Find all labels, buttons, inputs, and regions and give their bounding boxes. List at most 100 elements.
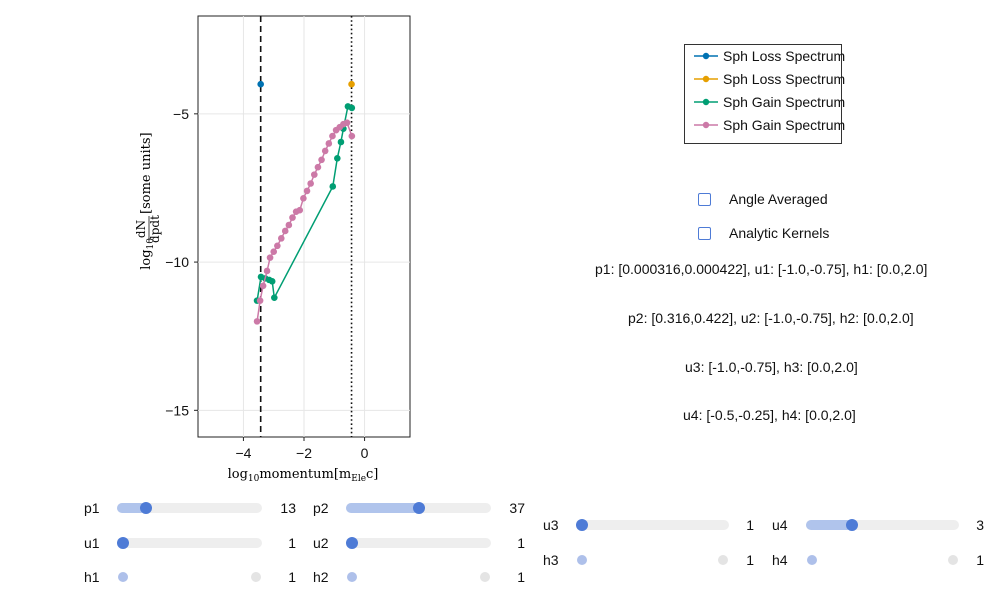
data-point <box>266 254 274 261</box>
slider-fill <box>346 503 419 513</box>
data-point <box>348 132 356 140</box>
data-point <box>348 80 355 88</box>
slider-fill <box>806 520 852 530</box>
legend-label: Sph Gain Spectrum <box>723 94 846 110</box>
data-point <box>321 147 329 155</box>
data-point <box>307 180 314 187</box>
legend-marker-icon <box>694 121 718 129</box>
data-point <box>274 242 281 250</box>
slider-h3-value: 1 <box>746 552 754 568</box>
slider-h4-label: h4 <box>772 552 788 568</box>
data-point <box>334 155 341 162</box>
slider-handle[interactable] <box>577 555 587 565</box>
reference-lines <box>259 16 353 437</box>
tick-labels: −4 −2 0 −15 −10 −5 <box>165 106 368 461</box>
slider-handle[interactable] <box>807 555 817 565</box>
legend-marker-icon <box>694 52 718 60</box>
slider-u4[interactable] <box>806 519 959 531</box>
slider-p2-value: 37 <box>509 500 525 516</box>
data-point <box>348 104 356 112</box>
slider-h1-label: h1 <box>84 569 100 585</box>
slider-u1-label: u1 <box>84 535 100 551</box>
y-tick-label: −10 <box>165 254 189 270</box>
data-point <box>270 248 278 256</box>
data-point <box>343 119 351 127</box>
legend-item-loss-blue: Sph Loss Spectrum <box>693 45 845 67</box>
checkbox-icon[interactable] <box>698 192 711 206</box>
slider-handle[interactable] <box>845 519 858 531</box>
slider-p2-label: p2 <box>313 500 329 516</box>
data-series <box>253 80 356 325</box>
svg-text:dpdt: dpdt <box>148 215 162 243</box>
data-point <box>329 132 336 140</box>
y-axis-label: log10 dN dpdt [some units] <box>134 132 162 269</box>
slider-end-dot <box>251 572 261 582</box>
slider-handle[interactable] <box>117 537 129 549</box>
data-point <box>277 235 285 242</box>
slider-u1[interactable] <box>117 537 262 549</box>
slider-u4-label: u4 <box>772 517 788 533</box>
slider-h4[interactable] <box>806 555 959 565</box>
data-point <box>259 282 267 290</box>
slider-h2[interactable] <box>346 572 491 582</box>
legend-label: Sph Loss Spectrum <box>723 71 846 87</box>
slider-handle[interactable] <box>118 572 128 582</box>
legend-item-gain-green: Sph Gain Spectrum <box>693 91 845 113</box>
data-point <box>281 227 289 235</box>
angle-averaged-checkbox[interactable]: Angle Averaged <box>698 191 828 207</box>
legend-label: Sph Gain Spectrum <box>723 117 846 133</box>
slider-h3[interactable] <box>576 555 729 565</box>
slider-handle[interactable] <box>576 519 588 531</box>
slider-end-dot <box>480 572 490 582</box>
grid-lines <box>198 16 410 437</box>
slider-handle[interactable] <box>140 502 152 514</box>
slider-u3[interactable] <box>576 519 729 531</box>
slider-h2-label: h2 <box>313 569 329 585</box>
data-point <box>263 267 271 275</box>
slider-handle[interactable] <box>412 502 425 514</box>
data-point <box>318 156 325 164</box>
data-point <box>256 297 264 304</box>
slider-p1[interactable] <box>117 502 262 514</box>
slider-h1[interactable] <box>117 572 262 582</box>
analytic-kernels-label: Analytic Kernels <box>729 225 830 241</box>
info-line-2: p2: [0.316,0.422], u2: [-1.0,-0.75], h2:… <box>628 310 914 326</box>
angle-averaged-label: Angle Averaged <box>729 191 828 207</box>
data-point <box>303 187 311 195</box>
slider-h4-value: 1 <box>976 552 984 568</box>
analytic-kernels-checkbox[interactable]: Analytic Kernels <box>698 225 829 241</box>
slider-u2[interactable] <box>346 537 491 549</box>
slider-u3-label: u3 <box>543 517 559 533</box>
data-point <box>314 163 322 171</box>
legend-marker-icon <box>694 75 718 83</box>
data-point <box>271 294 278 301</box>
data-point <box>329 183 337 190</box>
slider-p2[interactable] <box>346 502 491 514</box>
slider-p1-value: 13 <box>280 500 296 516</box>
slider-u2-value: 1 <box>517 535 525 551</box>
slider-handle[interactable] <box>346 537 358 549</box>
y-tick-label: −15 <box>165 402 189 418</box>
data-point <box>325 140 333 147</box>
data-point <box>257 80 264 88</box>
slider-h3-label: h3 <box>543 552 559 568</box>
legend-item-loss-orange: Sph Loss Spectrum <box>693 68 845 90</box>
x-tick-label: 0 <box>361 445 369 461</box>
x-tick-label: −4 <box>235 445 251 461</box>
slider-h1-value: 1 <box>288 569 296 585</box>
series-1 <box>348 80 355 88</box>
slider-fill <box>117 503 146 513</box>
legend-marker-icon <box>694 98 718 106</box>
info-line-4: u4: [-0.5,-0.25], h4: [0.0,2.0] <box>683 407 856 423</box>
y-tick-label: −5 <box>173 106 189 122</box>
data-point <box>268 278 276 285</box>
info-line-3: u3: [-1.0,-0.75], h3: [0.0,2.0] <box>685 359 858 375</box>
data-point <box>253 318 261 325</box>
slider-u3-value: 1 <box>746 517 754 533</box>
checkbox-icon[interactable] <box>698 226 711 240</box>
data-point <box>296 206 304 214</box>
data-point <box>300 195 307 202</box>
svg-text:dN: dN <box>134 220 148 238</box>
slider-handle[interactable] <box>347 572 357 582</box>
